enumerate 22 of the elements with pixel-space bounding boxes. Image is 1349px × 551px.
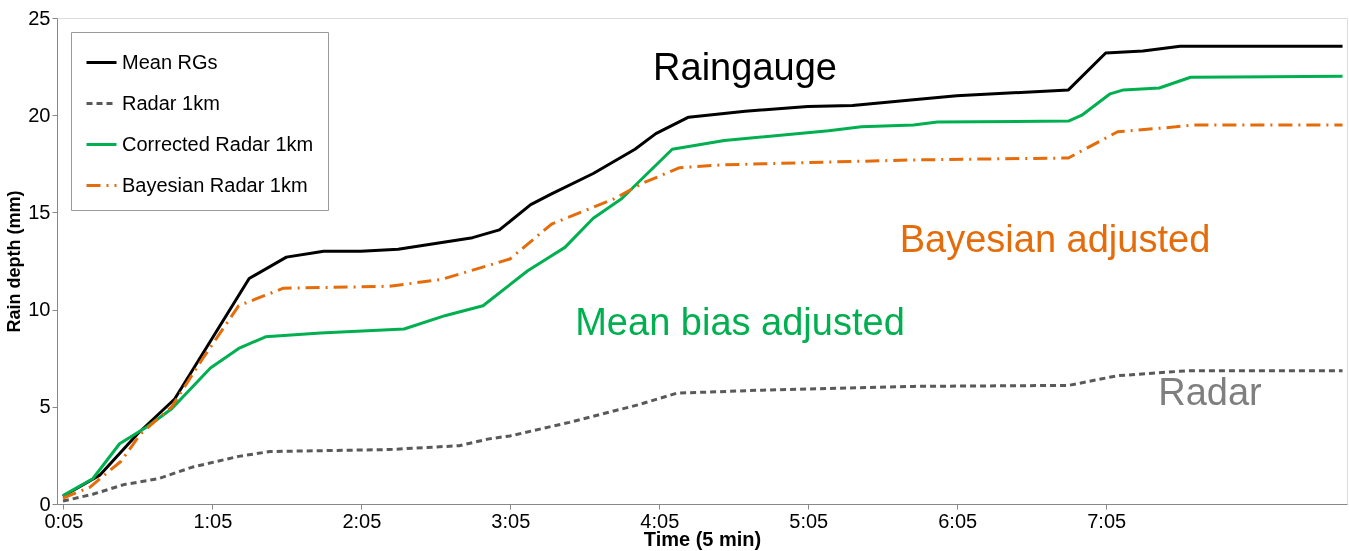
- x-tick-label: 7:05: [1087, 509, 1127, 532]
- annotation: Raingauge: [653, 46, 837, 88]
- y-tick-label: 20: [28, 103, 51, 126]
- annotation: Bayesian adjusted: [899, 218, 1211, 260]
- annotation: Mean bias adjusted: [575, 301, 905, 343]
- y-tick-label: 15: [28, 200, 51, 223]
- y-tick-label: 10: [28, 298, 51, 321]
- legend-label: Mean RGs: [122, 50, 218, 73]
- y-axis-title: Rain depth (mm): [4, 190, 25, 333]
- y-tick-label: 25: [28, 6, 51, 29]
- legend-label: Bayesian Radar 1km: [122, 173, 308, 196]
- legend-label: Corrected Radar 1km: [122, 132, 314, 155]
- x-tick-label: 6:05: [938, 509, 978, 532]
- x-tick-label: 5:05: [789, 509, 829, 532]
- legend-label: Radar 1km: [122, 91, 220, 114]
- y-tick-label: 5: [39, 395, 51, 418]
- x-tick-label: 1:05: [193, 509, 233, 532]
- x-tick-label: 3:05: [491, 509, 531, 532]
- y-tick-label: 0: [39, 492, 51, 515]
- annotation: Radar: [1158, 371, 1263, 413]
- x-tick-label: 2:05: [342, 509, 382, 532]
- line-series: [61, 369, 1345, 503]
